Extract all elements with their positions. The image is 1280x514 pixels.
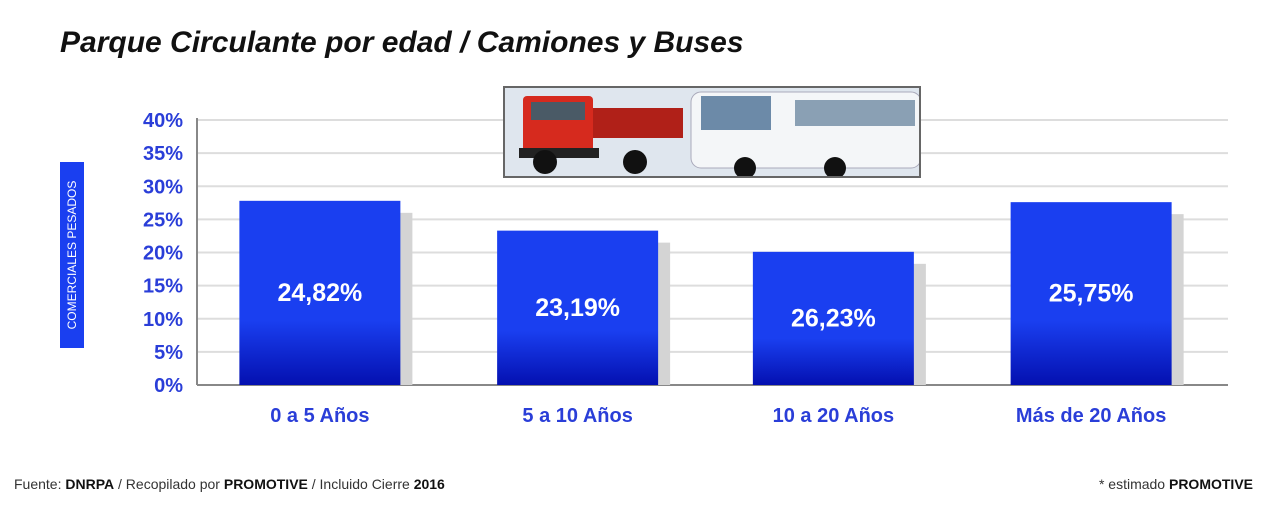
bar <box>239 200 401 385</box>
bar <box>497 230 659 385</box>
source-footnote: Fuente: DNRPA / Recopilado por PROMOTIVE… <box>14 476 445 492</box>
x-tick-label: 5 a 10 Años <box>522 405 632 427</box>
y-tick-label: 35% <box>143 143 183 165</box>
x-tick-label: Más de 20 Años <box>1016 405 1166 427</box>
truck-icon <box>519 96 683 174</box>
y-tick-label: 15% <box>143 276 183 298</box>
truck-bus-photo <box>503 86 921 178</box>
data-label: 24,82% <box>277 279 362 307</box>
bar <box>752 251 914 385</box>
bus-icon <box>690 91 919 176</box>
y-axis-label-box: COMERCIALES PESADOS <box>60 162 84 348</box>
bar <box>1010 202 1172 385</box>
y-tick-label: 25% <box>143 209 183 231</box>
data-label: 23,19% <box>535 294 620 322</box>
y-tick-label: 0% <box>154 375 183 397</box>
data-label: 26,23% <box>791 304 876 332</box>
x-tick-label: 10 a 20 Años <box>773 405 895 427</box>
y-tick-label: 40% <box>143 110 183 132</box>
x-tick-label: 0 a 5 Años <box>270 405 369 427</box>
y-tick-label: 10% <box>143 309 183 331</box>
estimate-note: * estimado PROMOTIVE <box>1098 476 1253 492</box>
data-label: 25,75% <box>1049 280 1134 308</box>
y-tick-label: 5% <box>154 342 183 364</box>
y-tick-label: 30% <box>143 176 183 198</box>
chart-title: Parque Circulante por edad / Camiones y … <box>60 26 744 59</box>
y-tick-label: 20% <box>143 243 183 265</box>
